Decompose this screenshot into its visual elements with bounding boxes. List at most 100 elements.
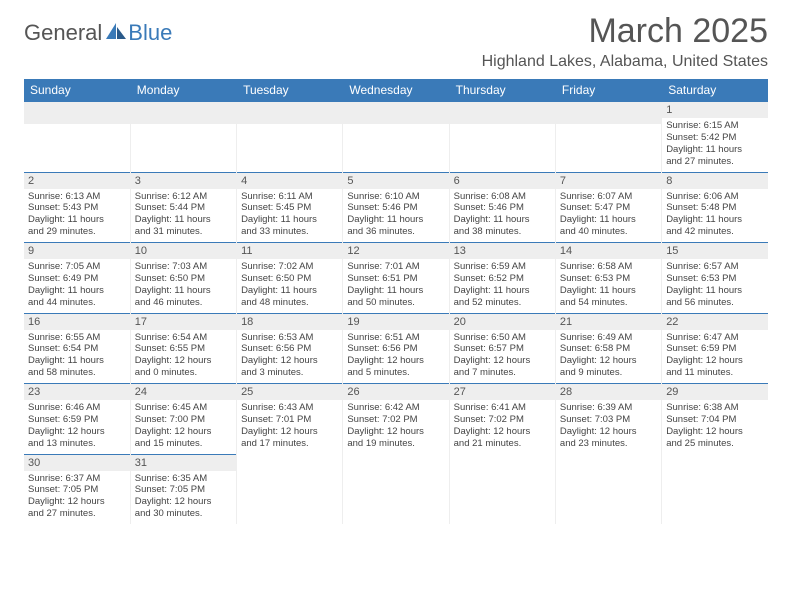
logo: General Blue bbox=[24, 20, 172, 46]
daylight-text-1: Daylight: 12 hours bbox=[560, 355, 657, 367]
sunrise-text: Sunrise: 6:50 AM bbox=[454, 332, 551, 344]
sunrise-text: Sunrise: 6:46 AM bbox=[28, 402, 126, 414]
daylight-text-1: Daylight: 11 hours bbox=[560, 285, 657, 297]
day-cell: 6Sunrise: 6:08 AMSunset: 5:46 PMDaylight… bbox=[449, 172, 555, 243]
sunrise-text: Sunrise: 6:43 AM bbox=[241, 402, 338, 414]
day-number: 5 bbox=[343, 173, 448, 189]
daylight-text-1: Daylight: 12 hours bbox=[135, 355, 232, 367]
day-info: Sunrise: 6:42 AMSunset: 7:02 PMDaylight:… bbox=[347, 402, 444, 450]
sunrise-text: Sunrise: 7:01 AM bbox=[347, 261, 444, 273]
day-number: 23 bbox=[24, 384, 130, 400]
sunset-text: Sunset: 7:04 PM bbox=[666, 414, 764, 426]
day-cell bbox=[237, 454, 343, 524]
daylight-text-2: and 25 minutes. bbox=[666, 438, 764, 450]
daylight-text-2: and 31 minutes. bbox=[135, 226, 232, 238]
day-info: Sunrise: 6:57 AMSunset: 6:53 PMDaylight:… bbox=[666, 261, 764, 309]
day-cell: 11Sunrise: 7:02 AMSunset: 6:50 PMDayligh… bbox=[237, 243, 343, 314]
day-number: 28 bbox=[556, 384, 661, 400]
daylight-text-2: and 27 minutes. bbox=[666, 156, 764, 168]
day-cell: 28Sunrise: 6:39 AMSunset: 7:03 PMDayligh… bbox=[555, 384, 661, 455]
sunset-text: Sunset: 7:00 PM bbox=[135, 414, 232, 426]
month-title: March 2025 bbox=[482, 12, 768, 51]
daylight-text-1: Daylight: 12 hours bbox=[135, 426, 232, 438]
sunset-text: Sunset: 5:46 PM bbox=[454, 202, 551, 214]
sunset-text: Sunset: 7:02 PM bbox=[454, 414, 551, 426]
sunset-text: Sunset: 5:44 PM bbox=[135, 202, 232, 214]
day-number: 1 bbox=[662, 102, 768, 118]
daylight-text-2: and 40 minutes. bbox=[560, 226, 657, 238]
day-number: 20 bbox=[450, 314, 555, 330]
daylight-text-2: and 27 minutes. bbox=[28, 508, 126, 520]
sunrise-text: Sunrise: 6:51 AM bbox=[347, 332, 444, 344]
day-cell bbox=[555, 454, 661, 524]
sunset-text: Sunset: 5:46 PM bbox=[347, 202, 444, 214]
day-cell: 17Sunrise: 6:54 AMSunset: 6:55 PMDayligh… bbox=[130, 313, 236, 384]
sunrise-text: Sunrise: 7:02 AM bbox=[241, 261, 338, 273]
sunrise-text: Sunrise: 6:55 AM bbox=[28, 332, 126, 344]
sunset-text: Sunset: 6:52 PM bbox=[454, 273, 551, 285]
day-cell: 14Sunrise: 6:58 AMSunset: 6:53 PMDayligh… bbox=[555, 243, 661, 314]
daylight-text-1: Daylight: 12 hours bbox=[135, 496, 232, 508]
day-number: 11 bbox=[237, 243, 342, 259]
week-row: 16Sunrise: 6:55 AMSunset: 6:54 PMDayligh… bbox=[24, 313, 768, 384]
day-info: Sunrise: 6:59 AMSunset: 6:52 PMDaylight:… bbox=[454, 261, 551, 309]
day-cell: 19 Sunrise: 6:51 AMSunset: 6:56 PMDayligh… bbox=[343, 313, 449, 384]
day-number: 15 bbox=[662, 243, 768, 259]
day-number: 7 bbox=[556, 173, 661, 189]
day-cell: 3Sunrise: 6:12 AMSunset: 5:44 PMDaylight… bbox=[130, 172, 236, 243]
daylight-text-1: Daylight: 11 hours bbox=[241, 214, 338, 226]
day-info: Sunrise: 6:54 AMSunset: 6:55 PMDaylight:… bbox=[135, 332, 232, 380]
sunrise-text: Sunrise: 6:37 AM bbox=[28, 473, 126, 485]
dayhead-wednesday: Wednesday bbox=[343, 79, 449, 102]
day-cell bbox=[449, 102, 555, 173]
daylight-text-1: Daylight: 12 hours bbox=[666, 355, 764, 367]
day-number: 10 bbox=[131, 243, 236, 259]
day-cell: 20Sunrise: 6:50 AMSunset: 6:57 PMDayligh… bbox=[449, 313, 555, 384]
day-cell: 7Sunrise: 6:07 AMSunset: 5:47 PMDaylight… bbox=[555, 172, 661, 243]
daylight-text-1: Daylight: 12 hours bbox=[454, 426, 551, 438]
sunrise-text: Sunrise: 6:07 AM bbox=[560, 191, 657, 203]
day-cell: 16Sunrise: 6:55 AMSunset: 6:54 PMDayligh… bbox=[24, 313, 130, 384]
sunrise-text: Sunrise: 6:39 AM bbox=[560, 402, 657, 414]
day-cell: 27Sunrise: 6:41 AMSunset: 7:02 PMDayligh… bbox=[449, 384, 555, 455]
sunset-text: Sunset: 7:05 PM bbox=[28, 484, 126, 496]
daylight-text-1: Daylight: 11 hours bbox=[135, 214, 232, 226]
sunset-text: Sunset: 6:59 PM bbox=[28, 414, 126, 426]
day-info: Sunrise: 6:46 AMSunset: 6:59 PMDaylight:… bbox=[28, 402, 126, 450]
day-number: 2 bbox=[24, 173, 130, 189]
daylight-text-1: Daylight: 11 hours bbox=[454, 214, 551, 226]
day-info: Sunrise: 6:13 AMSunset: 5:43 PMDaylight:… bbox=[28, 191, 126, 239]
sunrise-text: Sunrise: 6:10 AM bbox=[347, 191, 444, 203]
day-info: Sunrise: 7:05 AMSunset: 6:49 PMDaylight:… bbox=[28, 261, 126, 309]
daylight-text-2: and 56 minutes. bbox=[666, 297, 764, 309]
day-cell: 5Sunrise: 6:10 AMSunset: 5:46 PMDaylight… bbox=[343, 172, 449, 243]
day-info: Sunrise: 6:06 AMSunset: 5:48 PMDaylight:… bbox=[666, 191, 764, 239]
week-row: 1Sunrise: 6:15 AMSunset: 5:42 PMDaylight… bbox=[24, 102, 768, 173]
day-number: 22 bbox=[662, 314, 768, 330]
day-number: 26 bbox=[343, 384, 448, 400]
sunset-text: Sunset: 6:54 PM bbox=[28, 343, 126, 355]
sunset-text: Sunset: 7:01 PM bbox=[241, 414, 338, 426]
sunrise-text: Sunrise: 6:42 AM bbox=[347, 402, 444, 414]
day-info: Sunrise: 6:08 AMSunset: 5:46 PMDaylight:… bbox=[454, 191, 551, 239]
daylight-text-2: and 33 minutes. bbox=[241, 226, 338, 238]
day-number: 19 bbox=[343, 314, 448, 330]
sunset-text: Sunset: 6:55 PM bbox=[135, 343, 232, 355]
daylight-text-2: and 30 minutes. bbox=[135, 508, 232, 520]
day-number: 29 bbox=[662, 384, 768, 400]
day-cell: 30Sunrise: 6:37 AMSunset: 7:05 PMDayligh… bbox=[24, 454, 130, 524]
sunrise-text: Sunrise: 6:06 AM bbox=[666, 191, 764, 203]
day-info: Sunrise: 6:53 AMSunset: 6:56 PMDaylight:… bbox=[241, 332, 338, 380]
sunset-text: Sunset: 5:45 PM bbox=[241, 202, 338, 214]
daylight-text-2: and 9 minutes. bbox=[560, 367, 657, 379]
day-info: Sunrise: 6:51 AMSunset: 6:56 PMDaylight:… bbox=[347, 332, 444, 380]
day-info: Sunrise: 6:58 AMSunset: 6:53 PMDaylight:… bbox=[560, 261, 657, 309]
sunset-text: Sunset: 6:49 PM bbox=[28, 273, 126, 285]
day-number: 3 bbox=[131, 173, 236, 189]
day-number: 24 bbox=[131, 384, 236, 400]
week-row: 23Sunrise: 6:46 AMSunset: 6:59 PMDayligh… bbox=[24, 384, 768, 455]
day-cell: 21Sunrise: 6:49 AMSunset: 6:58 PMDayligh… bbox=[555, 313, 661, 384]
day-cell: 29Sunrise: 6:38 AMSunset: 7:04 PMDayligh… bbox=[662, 384, 768, 455]
daylight-text-1: Daylight: 11 hours bbox=[135, 285, 232, 297]
daylight-text-1: Daylight: 12 hours bbox=[347, 426, 444, 438]
